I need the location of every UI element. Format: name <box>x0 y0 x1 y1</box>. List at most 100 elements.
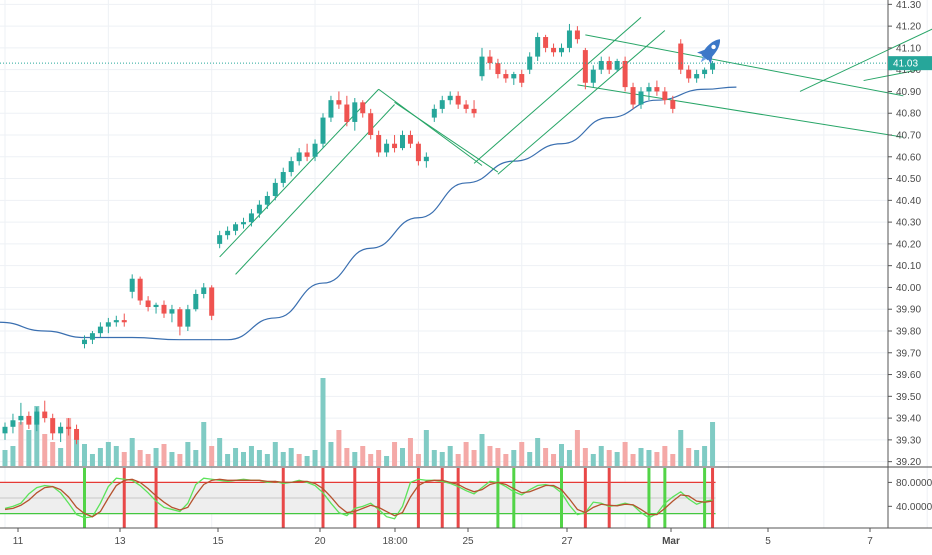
volume-bar <box>622 442 628 466</box>
volume-bar <box>559 444 564 466</box>
candle <box>495 58 501 79</box>
candle <box>670 95 676 114</box>
candle-body <box>105 322 111 327</box>
volume-bar <box>248 446 254 466</box>
candle-body <box>415 143 421 162</box>
candle <box>574 26 580 44</box>
candle <box>487 50 493 70</box>
candle-body <box>193 293 199 310</box>
volume-bar <box>66 418 72 466</box>
candle <box>535 32 541 61</box>
candle-body <box>74 428 80 440</box>
candle-body <box>574 30 580 40</box>
volume-bar <box>551 454 557 466</box>
candle <box>58 422 64 443</box>
candle <box>328 95 334 122</box>
candle-body <box>503 74 509 79</box>
candle-body <box>169 309 175 314</box>
candle <box>312 139 318 162</box>
signal-bar <box>83 468 86 528</box>
candle-body <box>50 418 56 434</box>
candle <box>2 422 8 440</box>
volume-bar <box>193 450 199 466</box>
time-tick-label: 7 <box>867 536 873 547</box>
candle <box>702 67 708 79</box>
volume-bar <box>415 454 421 466</box>
price-tick-label: 40.70 <box>896 131 921 142</box>
volume-bar <box>153 448 159 466</box>
candle-body <box>630 87 636 105</box>
volume-bar <box>535 438 541 466</box>
candle <box>503 69 509 83</box>
candle <box>559 43 564 57</box>
volume-bar <box>89 454 95 466</box>
candle-body <box>511 74 517 79</box>
candle <box>344 95 350 127</box>
volume-bar <box>630 454 636 466</box>
volume-bar <box>519 442 525 466</box>
volume-bar <box>264 454 270 466</box>
signal-bar <box>607 468 611 528</box>
candle <box>527 52 533 75</box>
candle <box>304 143 310 162</box>
candle-body <box>678 43 684 70</box>
volume-bar <box>439 452 445 466</box>
osc-tick-label: 80.0000 <box>896 478 932 489</box>
volume-bar <box>304 456 310 466</box>
candle <box>209 285 215 321</box>
candle <box>360 100 366 118</box>
candle-body <box>177 309 183 327</box>
candle-body <box>296 152 302 162</box>
trend-line <box>799 28 932 92</box>
volume-bar <box>574 430 580 466</box>
trend-line <box>473 17 642 164</box>
candle <box>392 135 398 153</box>
candle-body <box>264 195 270 205</box>
volume-bar <box>702 446 708 466</box>
candle <box>662 87 668 105</box>
volume-bar <box>26 430 32 466</box>
candle-body <box>82 339 87 345</box>
signal-bar <box>377 468 381 528</box>
candle <box>193 289 199 312</box>
candle-body <box>352 102 358 122</box>
volume-bar <box>527 452 533 466</box>
volume-bar <box>686 448 692 466</box>
volume-bar <box>34 406 40 466</box>
candle-body <box>209 287 215 316</box>
time-tick-label: 5 <box>765 536 771 547</box>
candle-body <box>121 320 127 323</box>
candle-body <box>161 304 167 314</box>
signal-bar <box>496 468 500 528</box>
candle <box>678 39 684 75</box>
signal-bar <box>416 468 420 528</box>
candle <box>145 296 151 312</box>
volume-bar <box>360 446 366 466</box>
volume-bar <box>97 448 103 466</box>
candle <box>543 34 549 53</box>
price-tick-label: 39.50 <box>896 392 921 403</box>
volume-bar <box>50 442 56 466</box>
candle <box>288 156 294 177</box>
volume-bar <box>511 450 517 466</box>
candle <box>137 276 143 305</box>
candle <box>551 43 557 57</box>
candle <box>423 152 429 168</box>
price-tick-label: 39.90 <box>896 305 921 316</box>
candle-body <box>137 278 143 301</box>
candle-body <box>66 426 72 429</box>
volume-bar <box>2 450 8 466</box>
candle-body <box>447 95 453 101</box>
time-tick-label: 11 <box>13 536 24 547</box>
volume-bar <box>296 454 302 466</box>
candle <box>50 413 56 440</box>
candle-body <box>34 411 40 425</box>
candle <box>296 148 302 166</box>
candle <box>18 402 24 425</box>
volume-bar <box>423 430 429 466</box>
candle-body <box>423 156 429 162</box>
candle-body <box>566 30 572 48</box>
